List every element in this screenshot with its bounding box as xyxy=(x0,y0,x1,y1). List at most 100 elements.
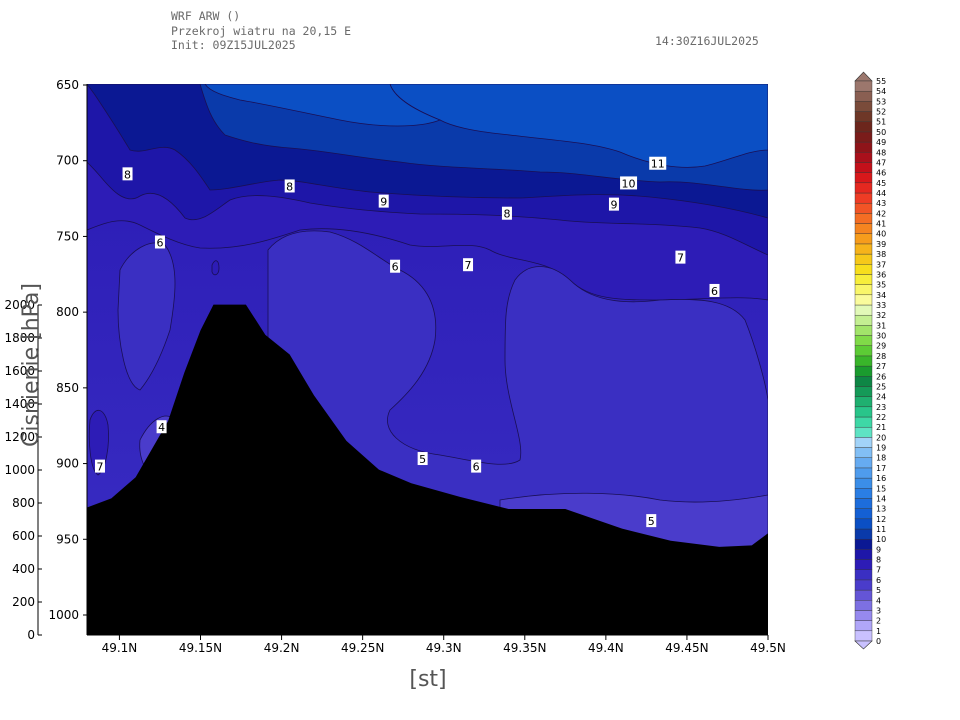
colorbar-swatch xyxy=(854,141,873,153)
contour-label-box xyxy=(649,156,667,170)
colorbar-swatch xyxy=(854,172,873,184)
colorbar-swatch xyxy=(854,589,873,601)
colorbar-swatch xyxy=(854,396,873,408)
colorbar-label: 51 xyxy=(876,118,886,127)
colorbar-label: 12 xyxy=(876,515,886,524)
colorbar-swatch xyxy=(854,101,873,112)
contour-label: 6 xyxy=(156,236,163,249)
colorbar-label: 16 xyxy=(876,474,886,483)
colorbar-label: 34 xyxy=(876,291,886,300)
colorbar-label: 28 xyxy=(876,352,886,361)
contour-label-box xyxy=(608,197,619,211)
y-tick-label: 800 xyxy=(56,305,79,319)
colorbar-label: 5 xyxy=(876,586,881,595)
colorbar-label: 18 xyxy=(876,454,886,463)
contour-label-box xyxy=(471,459,482,473)
contour-label-box xyxy=(94,459,105,473)
colorbar-max-arrow xyxy=(854,71,873,82)
colorbar-label: 30 xyxy=(876,332,886,341)
y-tick-label: 1000 xyxy=(48,608,79,622)
contour-fill-7c xyxy=(211,260,220,276)
chart-title: WRF ARW () xyxy=(171,9,241,23)
contour-fill-11b xyxy=(204,84,442,127)
contour-label: 9 xyxy=(610,199,617,212)
colorbar-label: 20 xyxy=(876,433,886,442)
colorbar-swatch xyxy=(854,213,873,224)
colorbar-swatch xyxy=(854,518,873,530)
valid-time: 14:30Z16JUL2025 xyxy=(655,34,759,48)
colorbar-swatch xyxy=(854,579,873,591)
y-tick-label: 700 xyxy=(56,154,79,168)
contour-label: 10 xyxy=(622,177,636,190)
colorbar-label: 7 xyxy=(876,566,881,575)
colorbar-swatch xyxy=(854,488,873,499)
colorbar-swatch xyxy=(854,457,873,469)
colorbar-swatch xyxy=(854,600,873,611)
colorbar-swatch xyxy=(854,345,873,357)
contour-label: 6 xyxy=(711,285,718,298)
contour-label: 5 xyxy=(648,515,655,528)
colorbar-label: 36 xyxy=(876,270,886,279)
y2-tick-label: 800 xyxy=(12,496,35,510)
colorbar-swatch xyxy=(854,111,873,122)
colorbar-label: 27 xyxy=(876,362,886,371)
colorbar-label: 38 xyxy=(876,250,886,259)
colorbar-label: 22 xyxy=(876,413,886,422)
colorbar-swatch xyxy=(854,447,873,458)
colorbar-label: 1 xyxy=(876,627,881,636)
contour-label-box xyxy=(675,250,686,264)
colorbar-label: 52 xyxy=(876,108,886,117)
colorbar-swatch xyxy=(854,386,873,397)
contour-label: 7 xyxy=(96,461,103,474)
y-tick-label: 850 xyxy=(56,381,79,395)
colorbar-swatch xyxy=(854,182,873,194)
colorbar-swatch xyxy=(854,264,873,275)
colorbar-swatch xyxy=(854,121,873,133)
colorbar-label: 2 xyxy=(876,617,881,626)
y2-tick-label: 1200 xyxy=(4,430,35,444)
colorbar-label: 44 xyxy=(876,189,886,198)
colorbar-label: 25 xyxy=(876,382,886,391)
y2-tick-label: 2000 xyxy=(4,298,35,312)
colorbar-swatch xyxy=(854,152,873,163)
colorbar-swatch xyxy=(854,610,873,621)
y-axis-title: Cisnienie [hPa] xyxy=(19,283,44,447)
colorbar-swatch xyxy=(854,314,873,326)
colorbar-label: 33 xyxy=(876,301,886,310)
colorbar-label: 47 xyxy=(876,158,886,167)
x-tick-label: 49.25N xyxy=(341,641,384,655)
colorbar-swatch xyxy=(854,253,873,265)
colorbar-label: 19 xyxy=(876,444,886,453)
contour-label-box xyxy=(501,206,512,220)
colorbar-swatch xyxy=(854,630,873,642)
colorbar-swatch xyxy=(854,426,873,438)
y-tick-label: 950 xyxy=(56,532,79,546)
colorbar-label: 53 xyxy=(876,97,886,106)
colorbar-swatch xyxy=(854,131,873,143)
y2-tick-label: 400 xyxy=(12,562,35,576)
colorbar-swatch xyxy=(854,162,873,173)
contour-label: 8 xyxy=(124,168,131,181)
contour-label: 4 xyxy=(158,421,165,434)
colorbar-label: 35 xyxy=(876,281,886,290)
contour-label-box xyxy=(156,420,167,434)
colorbar-label: 41 xyxy=(876,220,886,229)
colorbar-swatch xyxy=(854,274,873,285)
colorbar-label: 11 xyxy=(876,525,886,534)
x-axis-title: [st] xyxy=(409,667,446,692)
contour-label-box xyxy=(646,514,657,528)
y2-tick-label: 1600 xyxy=(4,364,35,378)
contour-label: 9 xyxy=(380,196,387,209)
contour-label: 6 xyxy=(473,461,480,474)
colorbar-label: 8 xyxy=(876,556,881,565)
y-tick-label: 900 xyxy=(56,457,79,471)
colorbar-swatch xyxy=(854,365,873,377)
colorbar-label: 26 xyxy=(876,372,886,381)
colorbar-label: 17 xyxy=(876,464,886,473)
contour-label-box xyxy=(284,179,295,193)
colorbar-swatch xyxy=(854,406,873,418)
x-tick-label: 49.3N xyxy=(426,641,462,655)
contour-label: 11 xyxy=(651,158,665,171)
colorbar-swatch xyxy=(854,498,873,509)
y2-tick-label: 1400 xyxy=(4,397,35,411)
